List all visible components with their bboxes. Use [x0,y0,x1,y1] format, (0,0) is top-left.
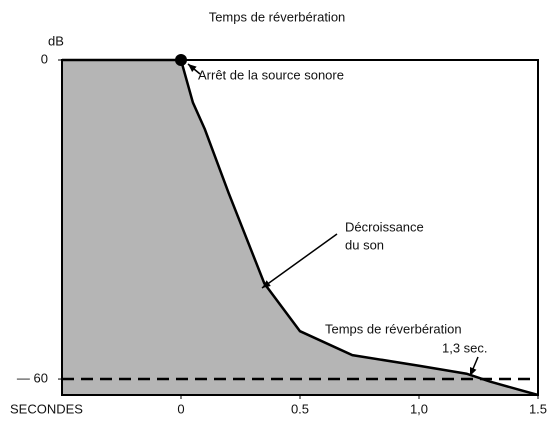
area [62,60,538,395]
annotation: du son [345,237,384,252]
x-axis-label: SECONDES [10,401,83,416]
x-tick-label: 1.5 [529,401,547,416]
x-tick-label: 0 [177,401,184,416]
y-tick-label: — 60 [17,370,48,385]
arrow-head [262,280,271,288]
arrow-head [188,64,197,72]
arrow [261,233,338,289]
source-stop-marker [175,54,187,66]
x-tick-label: 1,0 [410,401,428,416]
y-axis-label: dB [48,33,64,48]
x-tick-label: 0.5 [291,401,309,416]
annotation: 1,3 sec. [442,340,488,355]
annotation: Arrêt de la source sonore [198,67,344,82]
y-tick-label: 0 [41,51,48,66]
chart-title: Temps de réverbération [209,9,346,24]
annotation: Décroissance [345,219,424,234]
annotation: Temps de réverbération [325,321,462,336]
arrow-head [469,367,477,376]
